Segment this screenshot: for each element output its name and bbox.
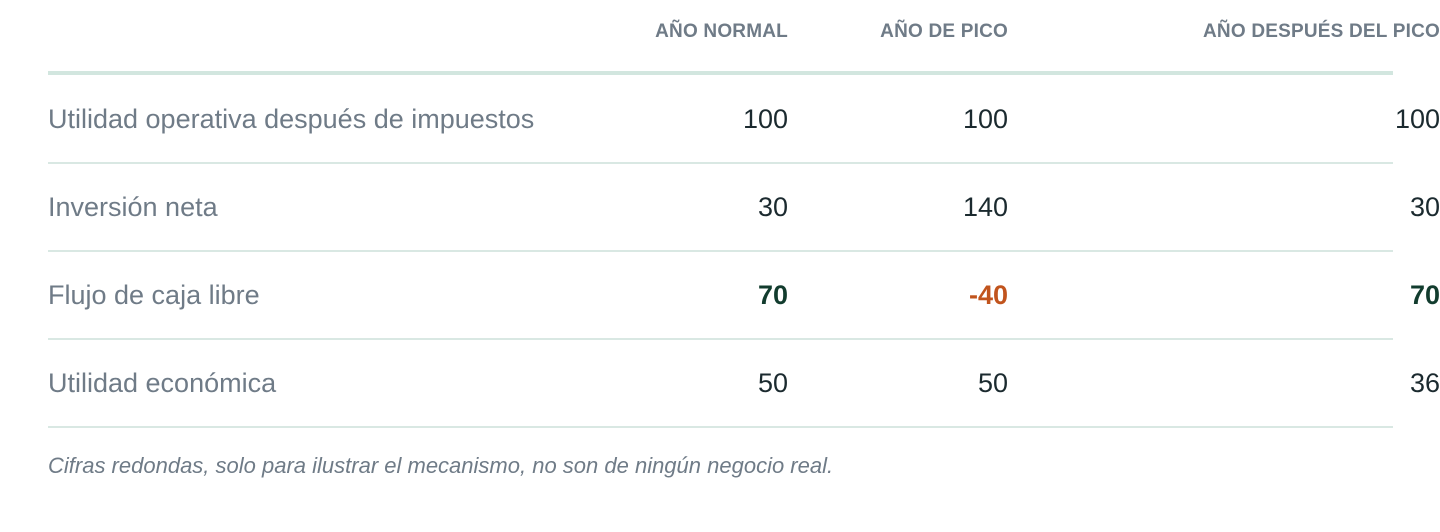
column-header-peak-year: AÑO DE PICO <box>880 21 1008 42</box>
column-header-post-peak-year: AÑO DESPUÉS DEL PICO <box>1203 21 1440 42</box>
row-divider <box>48 338 1393 340</box>
cell-value: 36 <box>1409 368 1440 398</box>
column-header-normal-year: AÑO NORMAL <box>655 21 788 42</box>
row-label: Utilidad operativa después de impuestos <box>48 104 535 134</box>
table-row: Inversión neta 30 140 30 <box>48 164 1440 252</box>
row-divider <box>48 250 1393 252</box>
cell-value: 50 <box>977 368 1008 398</box>
cell-value: 100 <box>1394 104 1440 134</box>
table-header: AÑO NORMAL AÑO DE PICO AÑO DESPUÉS DEL P… <box>48 0 1440 76</box>
table-row: Utilidad operativa después de impuestos … <box>48 76 1440 164</box>
cell-value: 50 <box>757 368 788 398</box>
comparison-table: AÑO NORMAL AÑO DE PICO AÑO DESPUÉS DEL P… <box>48 0 1440 428</box>
cell-value: 100 <box>962 104 1008 134</box>
cell-value-highlight-positive: 70 <box>1409 280 1440 310</box>
row-divider <box>48 162 1393 164</box>
row-label: Inversión neta <box>48 192 218 222</box>
table-row: Flujo de caja libre 70 -40 70 <box>48 252 1440 340</box>
cell-value: 140 <box>962 192 1008 222</box>
cell-value: 30 <box>757 192 788 222</box>
footnote: Cifras redondas, solo para ilustrar el m… <box>48 453 834 478</box>
cell-value-highlight-negative: -40 <box>968 280 1008 310</box>
cell-value: 30 <box>1409 192 1440 222</box>
header-divider <box>48 71 1393 75</box>
row-label: Utilidad económica <box>48 368 277 398</box>
cell-value: 100 <box>742 104 788 134</box>
table-row: Utilidad económica 50 50 36 <box>48 340 1440 428</box>
cell-value-highlight-positive: 70 <box>757 280 788 310</box>
row-label: Flujo de caja libre <box>48 280 260 310</box>
row-divider <box>48 426 1393 428</box>
